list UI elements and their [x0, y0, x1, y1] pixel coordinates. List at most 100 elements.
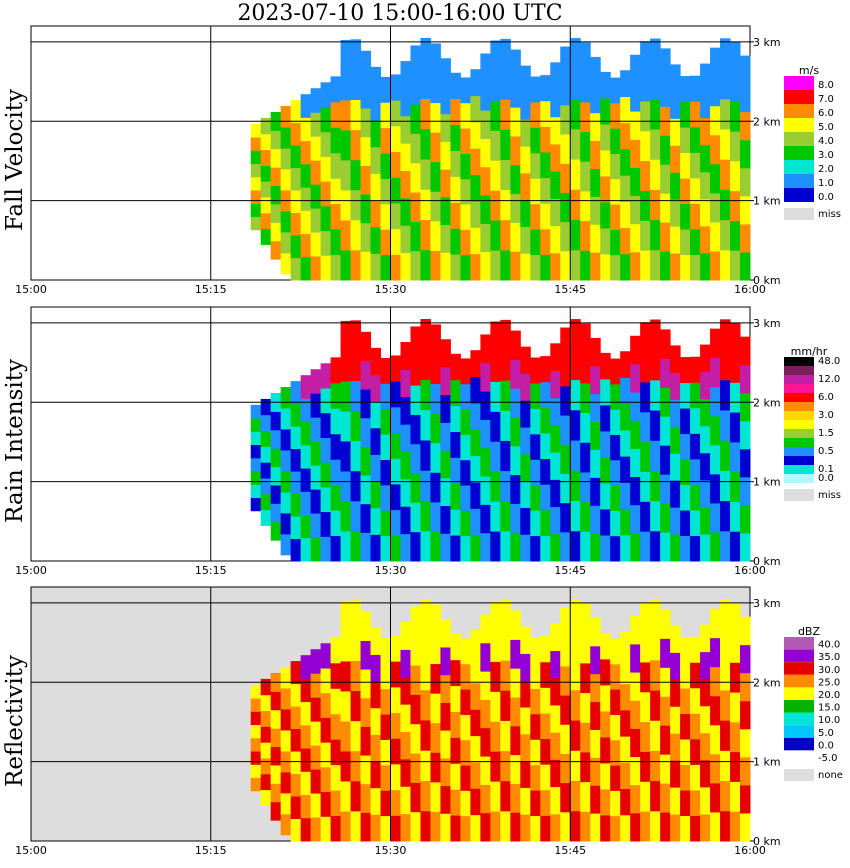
echo-cell: [280, 667, 292, 689]
echo-cell: [440, 85, 451, 115]
echo-cell: [520, 373, 531, 401]
echo-cell: [400, 478, 411, 507]
legend-swatch: [784, 132, 814, 146]
echo-cell: [470, 227, 481, 255]
echo-cell: [400, 61, 411, 89]
echo-cell: [330, 382, 342, 409]
echo-cell: [710, 192, 721, 223]
echo-cell: [500, 129, 511, 160]
echo-cell: [330, 484, 342, 511]
echo-cell: [420, 810, 431, 842]
echo-cell: [640, 352, 651, 383]
echo-cell: [560, 473, 571, 504]
echo-cell: [690, 203, 701, 230]
echo-cell: [740, 532, 751, 562]
echo-cell: [430, 72, 441, 104]
echo-cell: [620, 122, 631, 150]
echo-cell: [640, 781, 651, 812]
echo-cell: [560, 665, 571, 696]
echo-cell: [580, 323, 591, 354]
echo-cell: [410, 326, 421, 357]
echo-cell: [350, 690, 362, 722]
echo-cell: [450, 150, 461, 177]
echo-cell: [700, 452, 711, 481]
echo-cell: [450, 633, 461, 661]
echo-cell: [390, 355, 401, 382]
echo-cell: [460, 790, 471, 817]
echo-cell: [590, 785, 601, 814]
echo-cell: [300, 514, 312, 539]
echo-cell: [390, 712, 401, 739]
echo-cell: [640, 632, 651, 663]
echo-cell: [650, 780, 661, 812]
echo-cell: [540, 75, 551, 102]
echo-cell: [280, 792, 292, 815]
echo-cell: [690, 662, 701, 689]
echo-cell: [610, 765, 621, 791]
echo-cell: [570, 159, 581, 190]
echo-cell: [260, 493, 272, 511]
echo-cell: [740, 55, 751, 85]
echo-cell: [560, 356, 571, 387]
echo-cell: [600, 534, 611, 562]
echo-cell: [360, 194, 372, 224]
x-tick-label: 15:45: [554, 564, 586, 577]
echo-cell: [320, 462, 332, 488]
echo-cell: [740, 784, 751, 814]
echo-cell: [380, 178, 391, 205]
echo-cell: [590, 449, 601, 478]
echo-cell: [710, 76, 721, 107]
echo-cell: [680, 152, 691, 179]
echo-cell: [260, 212, 272, 230]
echo-cell: [520, 172, 531, 201]
echo-cell: [650, 440, 661, 471]
x-tick-label: 15:30: [375, 564, 407, 577]
echo-cell: [300, 468, 312, 492]
legend-missing-label: miss: [818, 490, 841, 501]
echo-cell: [690, 356, 701, 383]
echo-cell: [410, 811, 421, 842]
echo-cell: [390, 815, 401, 842]
echo-cell: [400, 197, 411, 226]
echo-cell: [470, 788, 481, 816]
echo-cell: [460, 383, 471, 410]
echo-cell: [330, 637, 342, 664]
echo-cell: [710, 328, 721, 359]
echo-cell: [570, 38, 581, 69]
echo-cell: [570, 750, 581, 782]
echo-cell: [370, 253, 382, 281]
echo-cell: [600, 508, 611, 536]
echo-cell: [260, 196, 272, 214]
echo-cell: [710, 386, 721, 417]
y-tick-label: 2 km: [753, 396, 781, 409]
echo-cell: [420, 780, 431, 812]
legend-missing-swatch: [784, 208, 814, 220]
echo-cell: [360, 417, 372, 447]
echo-cell: [420, 409, 431, 441]
echo-cell: [300, 140, 312, 165]
echo-cell: [710, 637, 721, 668]
echo-cell: [380, 459, 391, 486]
echo-cell: [720, 379, 731, 411]
echo-cell: [520, 226, 531, 254]
echo-cell: [600, 97, 611, 125]
echo-cell: [560, 636, 571, 667]
echo-cell: [630, 363, 641, 393]
echo-cell: [530, 357, 541, 384]
echo-cell: [680, 76, 691, 103]
echo-cell: [640, 160, 651, 191]
echo-cell: [440, 477, 451, 507]
echo-cell: [250, 751, 262, 765]
echo-cell: [690, 458, 701, 485]
echo-cell: [580, 531, 591, 562]
echo-cell: [510, 639, 521, 669]
echo-cell: [330, 535, 342, 562]
legend-label: 48.0: [818, 356, 840, 367]
echo-cell: [360, 165, 372, 195]
echo-cell: [310, 441, 322, 466]
legend-unit: mm/hr: [791, 345, 828, 358]
echo-cell: [660, 609, 671, 639]
echo-cell: [450, 685, 461, 712]
echo-cell: [360, 108, 372, 138]
echo-cell: [550, 198, 561, 227]
